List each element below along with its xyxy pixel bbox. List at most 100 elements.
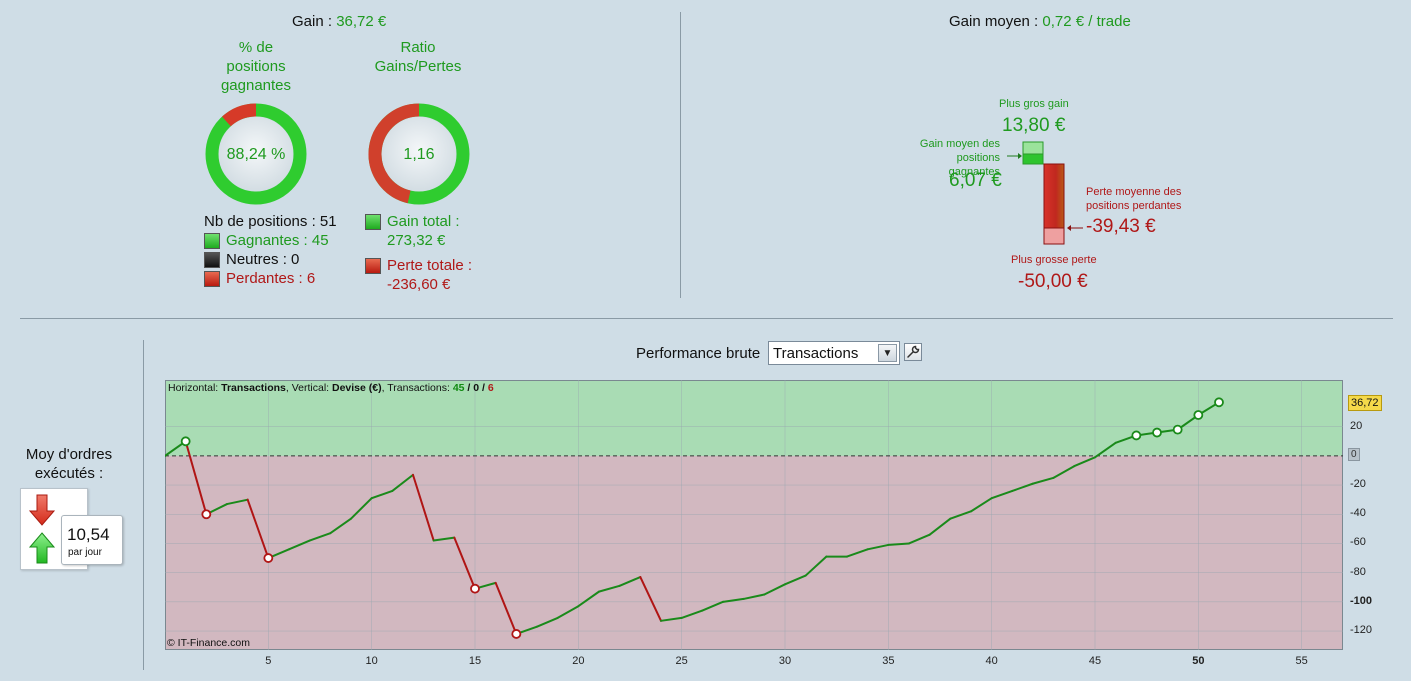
equity-segment <box>536 616 559 628</box>
gain-moyen-header: Gain moyen : 0,72 € / trade <box>949 13 1131 30</box>
donut-positions-center <box>219 117 293 191</box>
x-tick-label: 50 <box>1192 655 1205 667</box>
positions-neutral: Neutres : 0 <box>204 250 337 269</box>
divider-horizontal <box>20 318 1393 319</box>
up-down-arrows-icon <box>28 494 56 564</box>
equity-segment <box>556 605 580 619</box>
win-point <box>1152 427 1162 438</box>
donut-positions-chart <box>205 103 307 205</box>
perte-totale: Perte totale : <box>365 256 472 275</box>
equity-segment <box>928 517 952 536</box>
equity-segment <box>660 616 683 622</box>
y-tick-label: -20 <box>1350 478 1366 491</box>
positions-losers: Perdantes : 6 <box>204 269 337 288</box>
avg-gain-arrowhead-icon <box>1018 153 1022 159</box>
y-tick-label: -100 <box>1350 594 1373 607</box>
performance-mode-value: Transactions <box>773 345 859 362</box>
chart-info-sep: / <box>479 382 488 394</box>
zero-badge: 0 <box>1348 448 1360 461</box>
divider-vertical-left <box>143 340 144 670</box>
perte-moyenne-value: -39,43 € <box>1086 216 1156 237</box>
performance-chart <box>165 380 1343 650</box>
chart-info-vertical: Devise (€) <box>332 382 382 394</box>
positions-losers-label: Perdantes : 6 <box>226 270 316 287</box>
equity-segment <box>577 590 600 608</box>
donut-ratio-value: 1,16 <box>403 146 435 163</box>
gain-moyen-positions-value: 6,07 € <box>949 170 1002 191</box>
equity-segment <box>226 498 249 506</box>
chart-info-horizontal: Transactions <box>221 382 286 394</box>
chart-info-loss: 6 <box>487 382 494 394</box>
chart-settings-button[interactable] <box>904 343 922 361</box>
positive-zone <box>165 380 1343 456</box>
equity-segment <box>784 574 807 586</box>
gain-total-value: 273,32 € <box>387 232 446 249</box>
loss-point <box>470 583 480 594</box>
positions-total-label: Nb de positions : 51 <box>204 213 337 230</box>
red-swatch-icon <box>204 270 220 287</box>
gain-label: Gain : <box>292 13 333 30</box>
equity-segment <box>846 548 869 558</box>
y-tick-label: -40 <box>1350 507 1366 520</box>
chart-info-text: , Vertical: <box>285 382 332 394</box>
donut-positions-title-line: % de <box>238 39 274 56</box>
equity-segment <box>350 497 373 520</box>
last-value-badge: 36,72 <box>1348 395 1382 411</box>
totals-legend: Gain total : 273,32 € Perte totale : -23… <box>365 212 472 294</box>
plus-gros-gain-label: Plus gros gain <box>999 98 1069 110</box>
win-point <box>1131 430 1142 441</box>
equity-segment <box>598 584 621 593</box>
equity-segment <box>618 576 642 587</box>
moy-ordres-label-line: Moy d'ordres <box>25 446 113 463</box>
plus-grosse-perte-value: -50,00 € <box>1018 271 1088 292</box>
negative-zone <box>165 455 1343 650</box>
equity-segment <box>680 609 704 619</box>
chart-border <box>165 380 1343 650</box>
equity-segment <box>970 497 993 513</box>
perte-moyenne-label-line: positions perdantes <box>1086 200 1182 212</box>
equity-segment <box>722 597 745 603</box>
moy-ordres-label: Moy d'ordres exécutés : <box>12 445 126 483</box>
x-tick-label: 15 <box>468 655 482 667</box>
wrench-icon <box>907 345 920 358</box>
loss-point <box>263 553 274 563</box>
gain-total-label: Gain total : <box>387 213 460 230</box>
donut-positions-title-line: positions <box>226 58 286 75</box>
donut-positions-loss-arc <box>221 103 257 127</box>
avg-loss-bar <box>1043 163 1065 229</box>
chart-info-neutral: 0 <box>473 382 480 394</box>
positions-legend: Nb de positions : 51 Gagnantes : 45 Neut… <box>204 212 337 288</box>
green-swatch-icon <box>204 232 220 249</box>
equity-segment <box>990 489 1014 500</box>
x-tick-label: 30 <box>778 655 792 667</box>
loss-point <box>511 629 522 639</box>
x-tick-label: 20 <box>572 655 585 667</box>
win-point <box>1172 424 1183 435</box>
equity-segment <box>1073 456 1096 468</box>
equity-segment <box>288 539 311 551</box>
x-tick-label: 40 <box>985 655 998 667</box>
gain-moyen-positions-label-line: gagnantes <box>948 166 1000 178</box>
perte-totale-value: -236,60 € <box>387 276 451 293</box>
plus-grosse-perte-label: Plus grosse perte <box>1011 254 1097 266</box>
divider-vertical <box>680 12 681 298</box>
avg-gain-bar <box>1022 153 1044 165</box>
equity-segment <box>804 555 828 577</box>
donut-ratio-chart <box>368 103 470 205</box>
equity-segment <box>866 543 890 551</box>
donut-ratio-title-line: Gains/Pertes <box>374 58 462 75</box>
equity-segment <box>742 593 766 600</box>
equity-segment <box>1011 482 1034 492</box>
win-point <box>1214 397 1224 408</box>
red-swatch-icon <box>365 257 381 274</box>
win-point <box>180 436 191 447</box>
dropdown-arrow-icon[interactable]: ▼ <box>878 344 897 362</box>
equity-segment <box>1094 441 1117 459</box>
gain-moyen-positions-label: Gain moyen des positions gagnantes <box>876 137 1000 179</box>
extremes-bar-chart <box>1007 141 1083 245</box>
performance-mode-select[interactable]: Transactions ▼ <box>768 341 900 365</box>
x-tick-label: 5 <box>265 655 272 667</box>
equity-segment <box>949 510 972 520</box>
gain-total-value-row: 273,32 € <box>365 231 472 250</box>
donut-positions-title: % de positions gagnantes <box>205 38 307 95</box>
